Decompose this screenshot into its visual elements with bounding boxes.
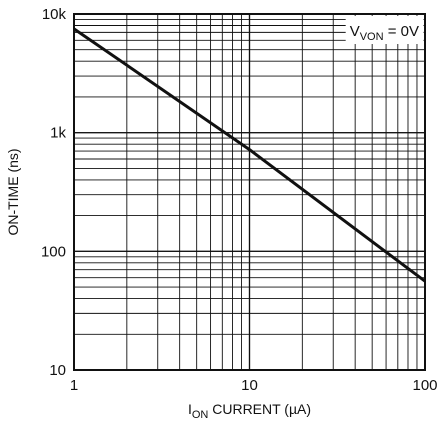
x-axis-label: ION CURRENT (µA) — [188, 401, 311, 421]
x-axis-label-sub: ON — [192, 409, 209, 421]
y-tick-label: 10k — [42, 6, 67, 23]
series-line — [73, 27, 426, 283]
annotation-main: V — [350, 23, 360, 40]
y-axis-label: ON-TIME (ns) — [5, 148, 21, 235]
annotation-von: VVON = 0V — [350, 23, 419, 43]
annotation-sub: VON — [360, 31, 384, 43]
grid-lines — [73, 13, 426, 371]
x-tick-label: 10 — [241, 377, 258, 394]
plot-frame — [73, 13, 426, 371]
x-axis-label-main: I — [188, 401, 192, 417]
y-tick-label: 10 — [49, 362, 66, 379]
x-axis-label-rest: CURRENT (µA) — [208, 401, 311, 417]
series-layer — [73, 27, 426, 283]
annotation-rest: = 0V — [384, 23, 419, 40]
y-tick-label: 1k — [50, 125, 66, 142]
y-tick-label: 100 — [41, 243, 66, 260]
annotation-background — [345, 16, 424, 44]
x-tick-label: 1 — [70, 377, 78, 394]
x-tick-label: 100 — [412, 377, 437, 394]
